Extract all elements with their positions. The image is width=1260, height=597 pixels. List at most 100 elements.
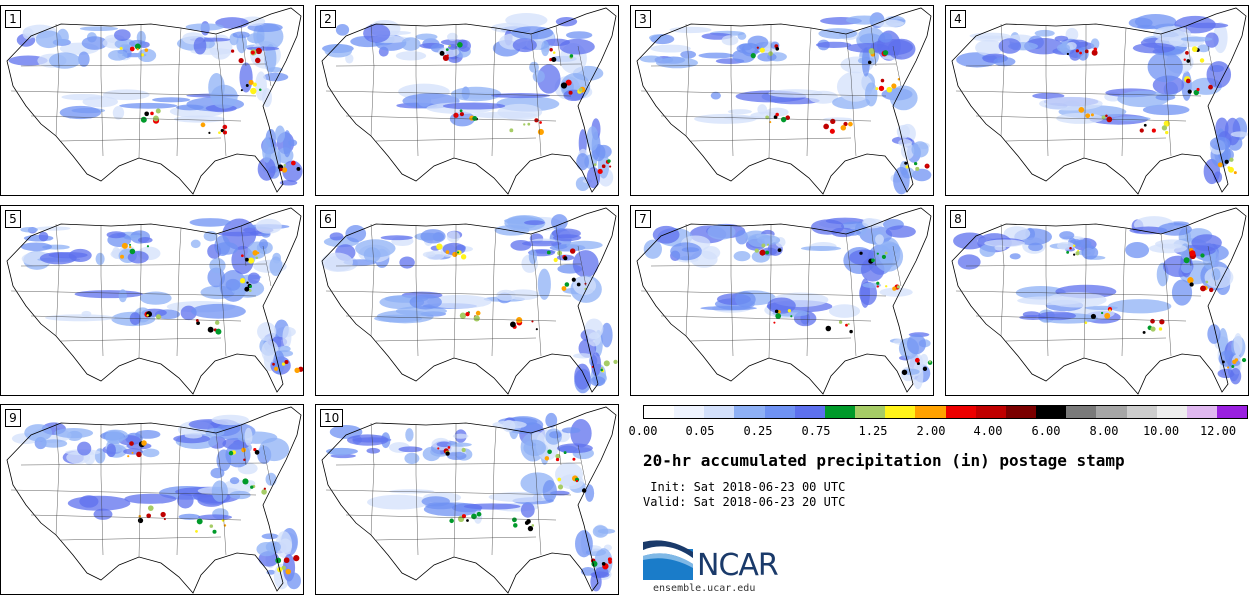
precip-cell: [248, 257, 255, 264]
precip-cell: [241, 447, 246, 453]
stamp-label: 1: [5, 10, 21, 28]
precip-area: [984, 239, 1025, 247]
precip-cell: [230, 49, 235, 53]
precip-cell: [448, 44, 451, 47]
state-borders: [240, 25, 272, 87]
precip-area: [543, 38, 571, 46]
state-borders: [10, 63, 267, 142]
precip-area: [282, 160, 303, 182]
precip-cell: [1104, 312, 1111, 319]
precip-cell: [1185, 78, 1191, 84]
precip-area: [735, 230, 748, 245]
precip-area: [574, 363, 591, 390]
stamp-panel-8: 8: [945, 205, 1249, 396]
precip-area: [1129, 226, 1168, 235]
precip-area: [1209, 136, 1231, 151]
precip-area: [549, 431, 562, 439]
precip-cell: [569, 248, 576, 254]
precip-area: [511, 26, 554, 40]
precip-area: [587, 332, 601, 347]
precip-area: [35, 226, 71, 231]
precip-cell: [255, 57, 261, 64]
precip-area: [389, 489, 435, 494]
precip-cell: [1191, 46, 1198, 52]
precip-cell: [881, 254, 887, 259]
precip-area: [404, 452, 420, 465]
precip-cell: [261, 489, 267, 495]
precip-cell: [195, 319, 199, 322]
precip-area: [38, 231, 49, 242]
precip-cell: [1217, 162, 1223, 168]
precip-cell: [461, 447, 466, 453]
precip-area: [1229, 367, 1242, 385]
stamp-label: 10: [320, 409, 344, 427]
colorbar-tick: 2.00: [916, 424, 946, 438]
precip-cell: [775, 46, 780, 51]
precip-cell: [129, 243, 132, 246]
colorbar-swatch: [1036, 406, 1067, 418]
precip-cell: [535, 328, 538, 331]
precip-cell: [901, 369, 908, 376]
precip-cell: [254, 450, 260, 455]
colorbar-tick: 12.00: [1199, 424, 1237, 438]
precip-area: [374, 314, 423, 323]
precip-area: [1204, 32, 1219, 48]
precip-map: [951, 7, 1248, 195]
precip-cell: [228, 450, 234, 456]
precip-area: [114, 38, 136, 50]
precip-cell: [1075, 251, 1080, 256]
precip-cell: [447, 446, 451, 449]
precip-cell: [253, 448, 257, 452]
precip-area: [1230, 131, 1248, 138]
precip-cell: [848, 121, 853, 127]
precip-cell: [607, 557, 612, 562]
precip-cell: [773, 321, 776, 324]
precip-cell: [876, 281, 880, 285]
precip-cell: [439, 50, 445, 56]
precip-cell: [274, 366, 279, 371]
precip-area: [421, 496, 450, 507]
precip-cell: [509, 128, 514, 133]
precip-cell: [600, 368, 603, 372]
precip-area: [885, 225, 916, 238]
precip-area: [398, 446, 423, 453]
precip-area: [269, 256, 283, 277]
precip-area: [1077, 46, 1089, 61]
precip-cell: [250, 87, 257, 95]
precip-area: [757, 235, 781, 246]
precip-area: [205, 427, 225, 437]
colorbar-swatch: [734, 406, 765, 418]
precip-cell: [884, 251, 888, 255]
precip-area: [639, 55, 663, 63]
precip-area: [380, 235, 413, 241]
precip-area: [1028, 242, 1043, 252]
state-borders: [685, 223, 852, 277]
precip-cell: [1224, 159, 1229, 164]
precip-area: [811, 219, 845, 235]
precip-cell: [1090, 313, 1097, 320]
precip-cell: [775, 112, 779, 117]
precip-area: [497, 103, 543, 121]
colorbar-swatch: [1186, 406, 1217, 418]
state-borders: [55, 422, 222, 476]
precip-area: [54, 428, 94, 439]
precip-cell: [845, 323, 848, 327]
precip-cell: [461, 514, 466, 519]
stamp-panel-2: 2: [315, 5, 619, 196]
precip-cell: [1193, 89, 1200, 96]
precip-cell: [607, 159, 611, 163]
precip-area: [1065, 27, 1079, 42]
precip-cell: [534, 118, 539, 123]
precip-cell: [565, 79, 572, 86]
precip-cell: [1100, 311, 1104, 315]
precip-area: [561, 427, 581, 434]
precip-cell: [1066, 250, 1070, 254]
precip-cell: [1185, 51, 1189, 55]
precip-area: [575, 530, 593, 558]
state-borders: [10, 263, 267, 342]
precip-area: [211, 414, 249, 426]
state-borders: [1185, 225, 1217, 287]
precip-cell: [568, 90, 573, 95]
precip-cell: [553, 257, 558, 263]
colorbar-swatch: [1156, 406, 1187, 418]
